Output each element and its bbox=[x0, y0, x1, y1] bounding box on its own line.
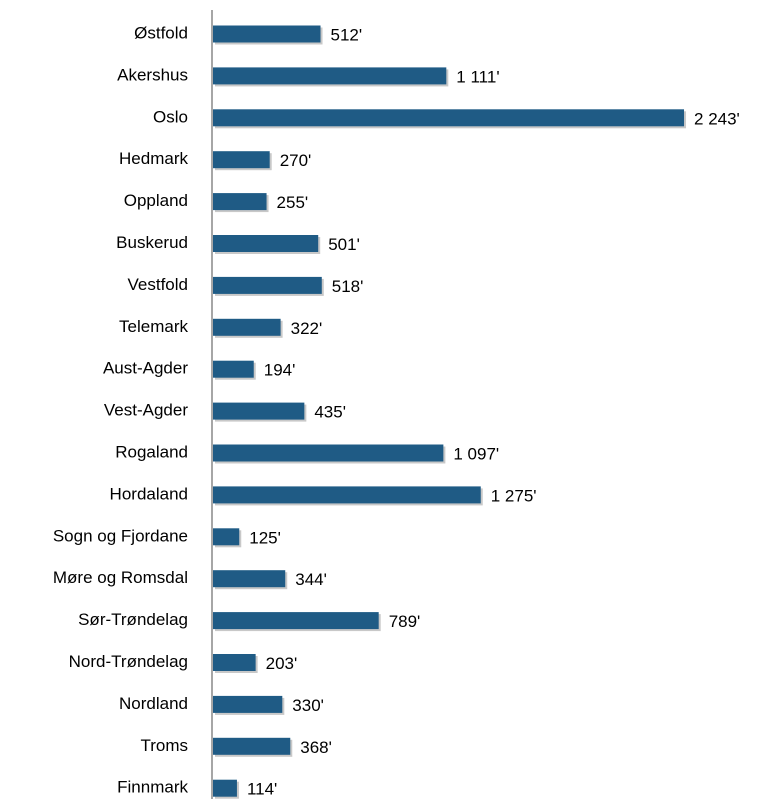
category-label: Vestfold bbox=[128, 275, 189, 294]
category-label: Møre og Romsdal bbox=[53, 568, 188, 587]
category-label: Aust-Agder bbox=[103, 359, 188, 378]
value-label: 1 275' bbox=[491, 486, 537, 505]
bar bbox=[213, 695, 283, 713]
category-label: Nordland bbox=[119, 694, 188, 713]
bar bbox=[213, 570, 286, 588]
value-label: 203' bbox=[266, 654, 298, 673]
bar bbox=[213, 737, 291, 755]
bar bbox=[213, 612, 379, 630]
value-label: 330' bbox=[292, 696, 324, 715]
category-label: Hordaland bbox=[110, 484, 188, 503]
category-label: Nord-Trøndelag bbox=[69, 652, 188, 671]
value-label: 194' bbox=[264, 361, 296, 380]
bar bbox=[213, 654, 256, 671]
bar bbox=[213, 151, 270, 169]
category-label: Rogaland bbox=[115, 442, 188, 461]
value-label: 322' bbox=[291, 319, 323, 338]
value-label: 270' bbox=[280, 151, 312, 170]
bar bbox=[213, 235, 319, 252]
value-label: 255' bbox=[277, 193, 309, 212]
value-label: 1 097' bbox=[453, 444, 499, 463]
bar bbox=[213, 109, 685, 127]
bar bbox=[213, 779, 237, 797]
bar bbox=[213, 67, 447, 85]
category-label: Troms bbox=[140, 736, 188, 755]
bar bbox=[213, 193, 267, 211]
bar bbox=[213, 318, 281, 336]
bar bbox=[213, 360, 254, 378]
category-label: Telemark bbox=[119, 317, 188, 336]
value-label: 368' bbox=[300, 738, 332, 757]
bar bbox=[213, 402, 305, 420]
value-label: 501' bbox=[328, 235, 360, 254]
category-label: Østfold bbox=[134, 23, 188, 42]
category-label: Sør-Trøndelag bbox=[78, 610, 188, 629]
bar bbox=[213, 276, 322, 294]
category-label: Akershus bbox=[117, 65, 188, 84]
value-label: 344' bbox=[295, 570, 327, 589]
value-label: 435' bbox=[314, 403, 346, 422]
bar bbox=[213, 486, 481, 504]
category-label: Vest-Agder bbox=[104, 401, 188, 420]
value-label: 2 243' bbox=[694, 109, 740, 128]
bar bbox=[213, 25, 321, 43]
category-label: Sogn og Fjordane bbox=[53, 526, 188, 545]
value-label: 114' bbox=[247, 780, 277, 799]
category-label: Hedmark bbox=[119, 149, 188, 168]
value-label: 1 111' bbox=[456, 67, 499, 86]
category-label: Oslo bbox=[153, 107, 188, 126]
value-label: 512' bbox=[331, 25, 363, 44]
category-label: Finnmark bbox=[117, 778, 188, 797]
value-label: 125' bbox=[249, 528, 281, 547]
bar bbox=[213, 528, 240, 546]
category-label: Buskerud bbox=[116, 233, 188, 252]
bar bbox=[213, 444, 444, 462]
value-label: 518' bbox=[332, 277, 364, 296]
category-label: Oppland bbox=[124, 191, 188, 210]
value-label: 789' bbox=[389, 612, 421, 631]
